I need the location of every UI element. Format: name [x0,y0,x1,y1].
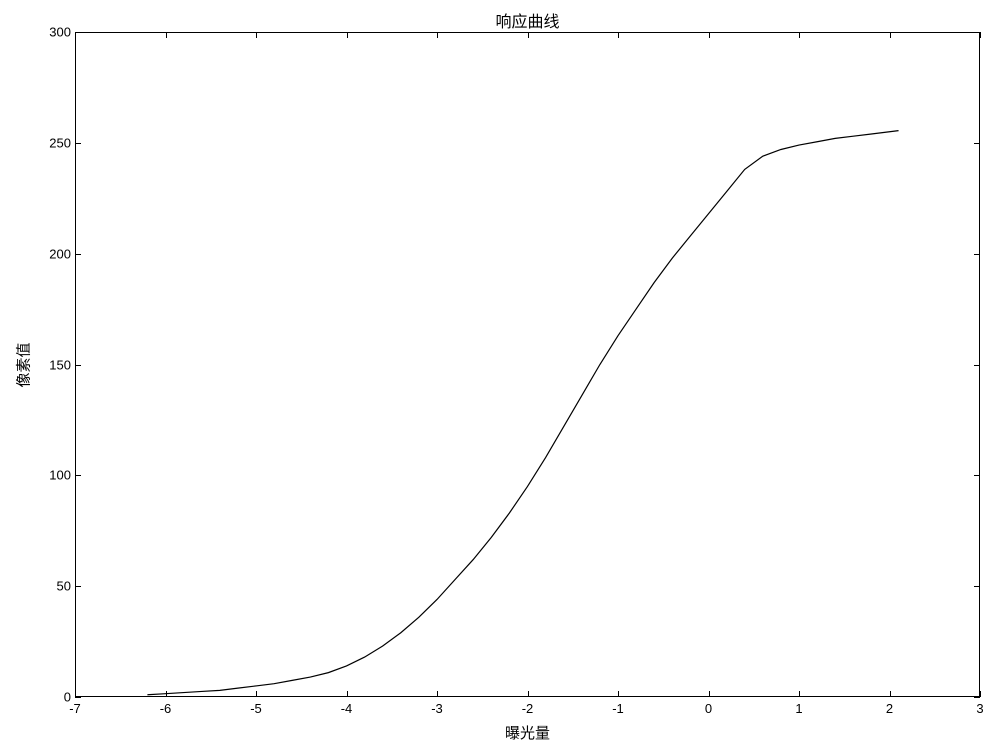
y-tick-right [974,365,980,366]
x-tick-top [890,32,891,38]
y-tick-right [974,254,980,255]
x-tick-label: -6 [160,701,172,716]
x-tick-label: -2 [522,701,534,716]
x-tick [166,691,167,697]
x-tick-label: 0 [705,701,712,716]
y-axis-label: 像素值 [13,342,34,387]
y-tick-label: 250 [46,135,71,150]
y-tick-label: 100 [46,468,71,483]
x-tick-top [347,32,348,38]
y-tick-label: 200 [46,246,71,261]
x-tick [528,691,529,697]
y-tick-right [974,143,980,144]
x-tick-label: 2 [886,701,893,716]
y-tick [75,697,81,698]
x-tick-top [980,32,981,38]
y-tick-right [974,475,980,476]
y-tick-label: 300 [46,25,71,40]
chart-title: 响应曲线 [495,8,559,32]
x-tick [256,691,257,697]
y-tick [75,254,81,255]
x-tick-label: -5 [250,701,262,716]
x-tick-top [799,32,800,38]
y-tick-label: 50 [53,579,71,594]
y-tick-right [974,697,980,698]
response-curve-figure: 响应曲线 曝光量 像素值 -7-6-5-4-3-2-10123050100150… [0,0,1000,751]
x-tick [709,691,710,697]
x-tick [437,691,438,697]
y-tick [75,32,81,33]
response-curve-line [75,32,980,697]
y-tick-right [974,32,980,33]
x-tick-label: 3 [976,701,983,716]
y-tick-right [974,586,980,587]
x-tick-top [618,32,619,38]
x-tick-label: -3 [431,701,443,716]
plot-area [75,32,980,697]
y-tick [75,143,81,144]
x-tick-top [528,32,529,38]
x-tick-label: -4 [341,701,353,716]
x-tick-label: -1 [612,701,624,716]
y-tick-label: 150 [46,357,71,372]
y-tick [75,365,81,366]
x-tick [799,691,800,697]
x-tick-top [166,32,167,38]
x-tick-top [437,32,438,38]
x-tick [890,691,891,697]
y-tick-label: 0 [60,690,71,705]
x-tick [618,691,619,697]
x-tick-top [709,32,710,38]
x-axis-label: 曝光量 [505,722,550,743]
x-tick-top [256,32,257,38]
y-tick [75,475,81,476]
x-tick [347,691,348,697]
x-tick [980,691,981,697]
y-tick [75,586,81,587]
x-tick-label: 1 [795,701,802,716]
